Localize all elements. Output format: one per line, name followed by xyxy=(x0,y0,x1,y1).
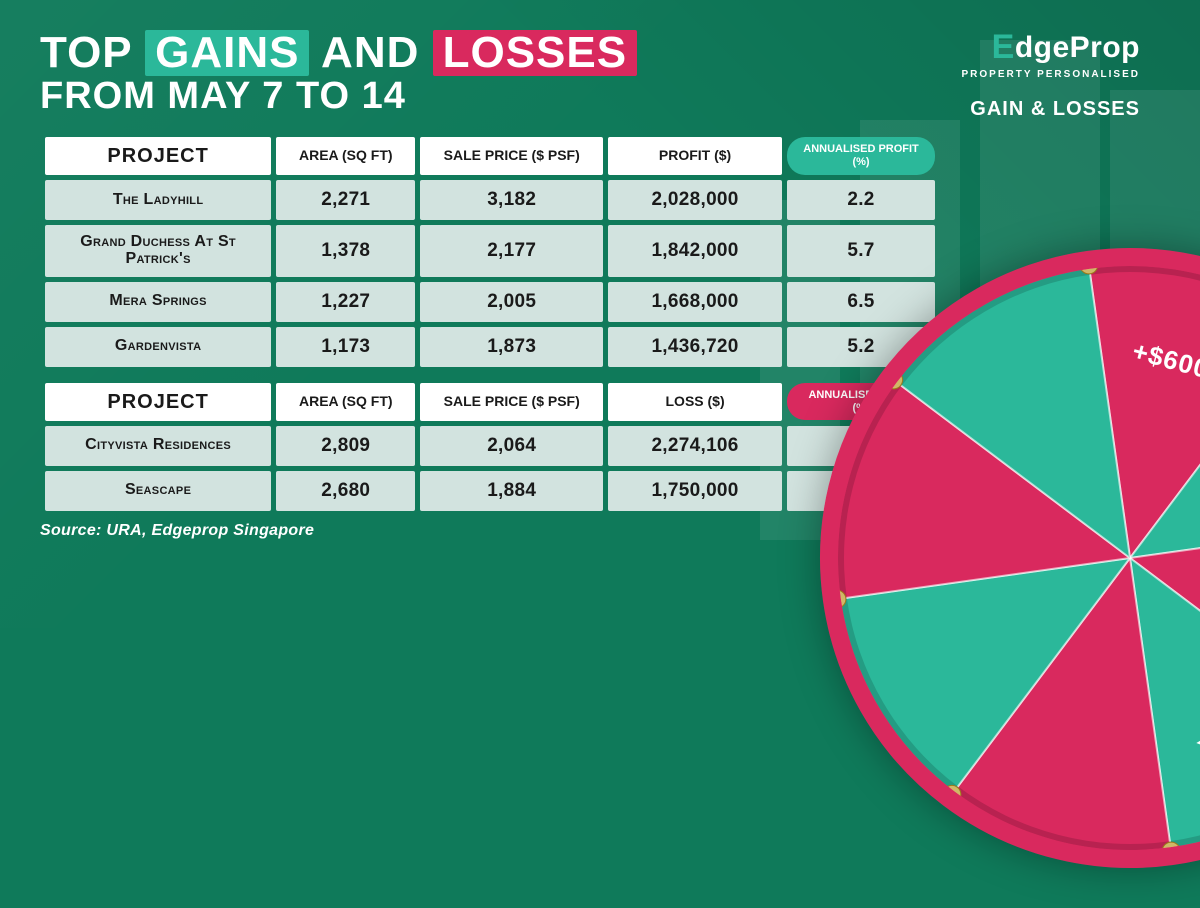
svg-text:-$50K: -$50K xyxy=(1192,700,1200,764)
col-area: AREA (SQ FT) xyxy=(276,137,415,175)
table-row: Seascape 2,680 1,884 1,750,000 2.8 xyxy=(45,471,935,511)
cell-annualised: 2.2 xyxy=(787,180,935,220)
table-row: Gardenvista 1,173 1,873 1,436,720 5.2 xyxy=(45,327,935,367)
cell-project: The Ladyhill xyxy=(45,180,271,220)
cell-profit: 1,668,000 xyxy=(608,282,782,322)
cell-annualised: 6.5 xyxy=(787,282,935,322)
col-area: AREA (SQ FT) xyxy=(276,383,415,421)
cell-area: 2,809 xyxy=(276,426,415,466)
col-annualised-profit: ANNUALISED PROFIT (%) xyxy=(787,137,935,175)
title-and: AND xyxy=(321,28,419,77)
col-loss: LOSS ($) xyxy=(608,383,782,421)
table-row: Mera Springs 1,227 2,005 1,668,000 6.5 xyxy=(45,282,935,322)
logo-name-text: dgeProp xyxy=(1015,31,1140,64)
cell-annualised: 5.2 xyxy=(787,327,935,367)
cell-profit: 2,028,000 xyxy=(608,180,782,220)
cell-loss: 2,274,106 xyxy=(608,426,782,466)
cell-loss: 1,750,000 xyxy=(608,471,782,511)
cell-price: 1,873 xyxy=(420,327,603,367)
cell-area: 2,271 xyxy=(276,180,415,220)
cell-price: 2,064 xyxy=(420,426,603,466)
col-profit: PROFIT ($) xyxy=(608,137,782,175)
col-price: SALE PRICE ($ PSF) xyxy=(420,137,603,175)
col-price: SALE PRICE ($ PSF) xyxy=(420,383,603,421)
cell-area: 1,227 xyxy=(276,282,415,322)
cell-area: 1,378 xyxy=(276,225,415,277)
table-row: Grand Duchess At St Patrick's 1,378 2,17… xyxy=(45,225,935,277)
col-annualised-loss: ANNUALISED LOSS (%) xyxy=(787,383,935,421)
logo-tagline: PROPERTY PERSONALISED xyxy=(961,69,1140,80)
cell-project: Seascape xyxy=(45,471,271,511)
losses-table: PROJECT AREA (SQ FT) SALE PRICE ($ PSF) … xyxy=(40,378,940,516)
cell-profit: 1,842,000 xyxy=(608,225,782,277)
logo-e-icon: E xyxy=(992,28,1015,66)
col-project: PROJECT xyxy=(45,137,271,175)
col-project: PROJECT xyxy=(45,383,271,421)
logo-subheading: GAIN & LOSSES xyxy=(961,98,1140,121)
cell-price: 2,177 xyxy=(420,225,603,277)
title-losses-highlight: LOSSES xyxy=(433,30,638,76)
cell-project: Grand Duchess At St Patrick's xyxy=(45,225,271,277)
title-gains-highlight: GAINS xyxy=(145,30,309,76)
cell-project: Gardenvista xyxy=(45,327,271,367)
cell-area: 1,173 xyxy=(276,327,415,367)
gains-table: PROJECT AREA (SQ FT) SALE PRICE ($ PSF) … xyxy=(40,132,940,372)
cell-price: 3,182 xyxy=(420,180,603,220)
cell-price: 2,005 xyxy=(420,282,603,322)
brand-logo: EdgeProp PROPERTY PERSONALISED GAIN & LO… xyxy=(961,28,1140,121)
source-attribution: Source: URA, Edgeprop Singapore xyxy=(40,522,940,540)
title-prefix: TOP xyxy=(40,28,132,77)
cell-annualised: 5.7 xyxy=(787,225,935,277)
cell-area: 2,680 xyxy=(276,471,415,511)
table-row: The Ladyhill 2,271 3,182 2,028,000 2.2 xyxy=(45,180,935,220)
cell-price: 1,884 xyxy=(420,471,603,511)
cell-project: Cityvista Residences xyxy=(45,426,271,466)
cell-profit: 1,436,720 xyxy=(608,327,782,367)
table-row: Cityvista Residences 2,809 2,064 2,274,1… xyxy=(45,426,935,466)
cell-annualised: 2.8 xyxy=(787,471,935,511)
cell-annualised: 2.0 xyxy=(787,426,935,466)
cell-project: Mera Springs xyxy=(45,282,271,322)
